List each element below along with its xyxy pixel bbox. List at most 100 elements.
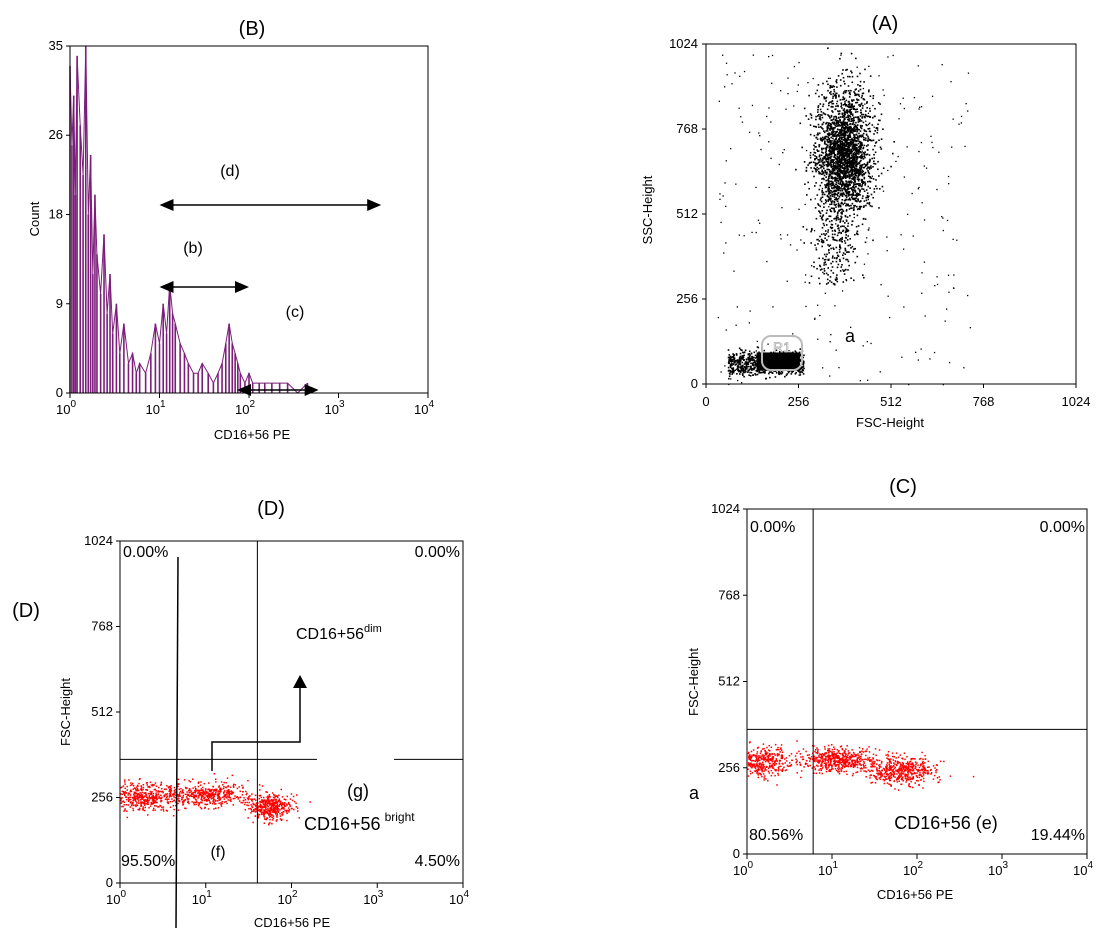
annotation-a: a [845, 326, 856, 346]
event-dot [822, 157, 824, 159]
event-dot [855, 116, 857, 118]
event-dot [848, 114, 851, 117]
event-dot [248, 808, 250, 810]
event-dot [140, 802, 143, 805]
event-dot [719, 198, 721, 200]
event-dot [825, 158, 827, 161]
event-dot [201, 802, 203, 804]
event-dot [197, 792, 199, 795]
event-dot [805, 274, 807, 276]
event-dot [775, 349, 778, 352]
event-dot [851, 128, 854, 131]
event-dot [276, 802, 279, 804]
event-dot [127, 797, 130, 800]
event-dot [828, 162, 830, 165]
event-dot [730, 148, 732, 150]
event-dot [902, 97, 904, 99]
event-dot [179, 795, 181, 797]
event-dot [854, 169, 857, 172]
event-dot [865, 139, 867, 141]
event-dot [789, 244, 792, 246]
event-dot [821, 245, 823, 248]
event-dot [200, 801, 202, 803]
event-dot [921, 292, 923, 294]
event-dot [832, 169, 835, 171]
event-dot [252, 821, 254, 824]
event-dot [810, 167, 812, 169]
event-dot [862, 98, 865, 100]
event-dot [818, 154, 821, 156]
event-dot [140, 788, 143, 790]
event-dot [124, 779, 126, 781]
event-dot [852, 143, 854, 145]
event-dot [856, 233, 858, 235]
event-dot [836, 216, 838, 219]
event-dot [731, 373, 733, 375]
event-dot [843, 97, 846, 100]
event-dot [865, 120, 867, 122]
event-dot [871, 124, 874, 126]
event-dot [186, 791, 188, 793]
event-dot [862, 188, 865, 190]
event-dot [269, 800, 271, 802]
event-dot [840, 183, 843, 186]
event-dot [836, 157, 839, 159]
event-dot [739, 352, 742, 355]
event-dot [827, 77, 830, 79]
event-dot [839, 244, 841, 246]
event-dot [194, 786, 196, 788]
event-dot [918, 186, 920, 189]
event-dot [858, 128, 860, 131]
event-dot [842, 126, 845, 129]
event-dot [859, 205, 862, 208]
panel-d-y-tick-label: 768 [91, 619, 113, 634]
event-dot [819, 161, 821, 163]
event-dot [850, 207, 852, 209]
event-dot [143, 803, 145, 805]
event-dot [144, 799, 147, 801]
event-dot [815, 118, 817, 121]
event-dot [854, 189, 856, 191]
event-dot [824, 172, 827, 174]
event-dot [133, 794, 135, 796]
event-dot [807, 164, 809, 166]
event-dot [145, 792, 147, 794]
event-dot [842, 167, 844, 169]
event-dot [792, 333, 794, 335]
event-dot [824, 156, 826, 158]
event-dot [844, 214, 847, 217]
event-dot [822, 136, 824, 139]
event-dot [235, 796, 238, 798]
event-dot [830, 146, 832, 149]
event-dot [820, 111, 823, 113]
event-dot [735, 183, 737, 185]
event-dot [142, 796, 145, 798]
event-dot [838, 177, 841, 180]
event-dot [824, 185, 827, 188]
event-dot [839, 150, 842, 152]
event-dot [859, 148, 861, 150]
event-dot [228, 795, 230, 797]
event-dot [149, 781, 152, 784]
event-dot [847, 165, 850, 168]
event-dot [838, 167, 841, 170]
event-dot [822, 103, 825, 106]
gate-r1-label: R1 [773, 339, 791, 355]
event-dot [838, 175, 841, 178]
event-dot [259, 803, 261, 805]
event-dot [933, 351, 936, 354]
event-dot [854, 158, 856, 161]
event-dot [226, 793, 228, 796]
event-dot [752, 362, 755, 364]
event-dot [755, 365, 758, 367]
event-dot [771, 372, 774, 374]
event-dot [843, 142, 846, 145]
event-dot [843, 175, 845, 177]
event-dot [852, 191, 854, 194]
event-dot [160, 783, 162, 785]
event-dot [248, 797, 250, 800]
event-dot [847, 153, 849, 155]
event-dot [839, 159, 841, 162]
panel-d-x-label: CD16+56 PE [254, 915, 331, 930]
event-dot [800, 367, 802, 369]
